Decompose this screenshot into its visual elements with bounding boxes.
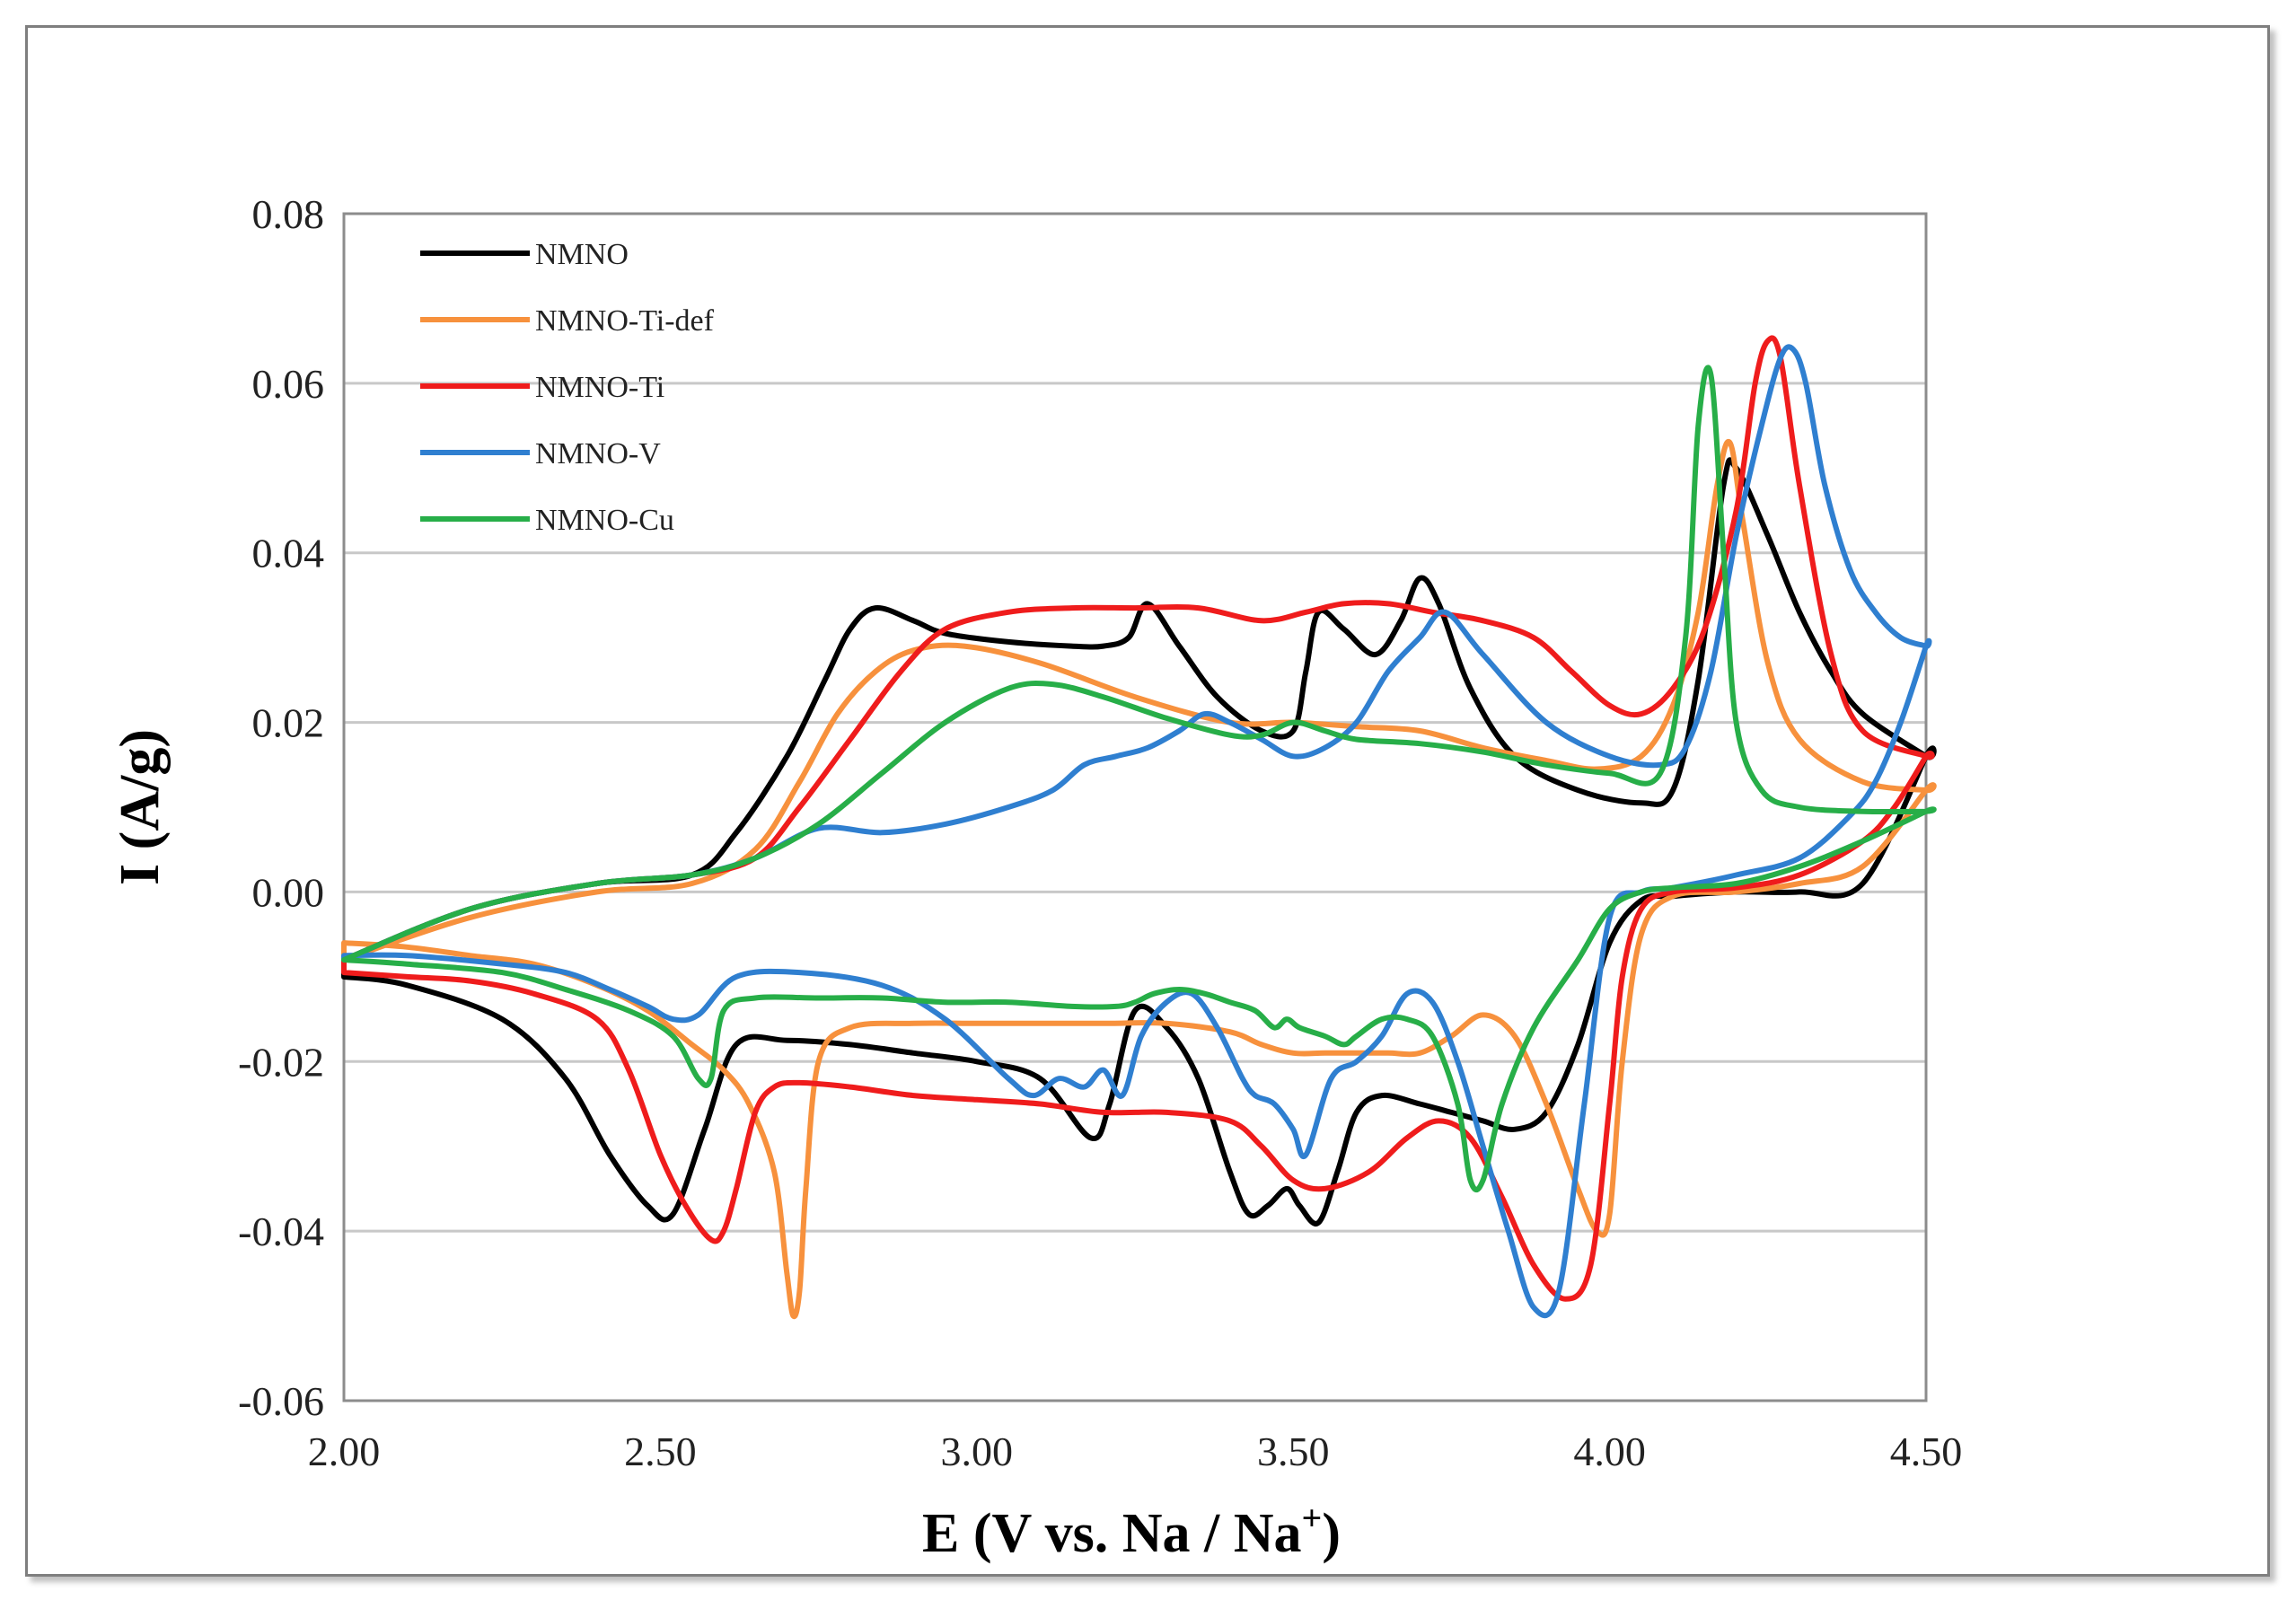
series-line-nmno-ti-def [341, 438, 1937, 1320]
x-tick-label: 2.50 [624, 1429, 697, 1474]
y-tick-label: -0.06 [238, 1378, 324, 1424]
y-tick-labels: -0.06 -0.04 -0.02 0.00 0.02 0.04 0.06 0.08 [238, 191, 324, 1424]
y-tick-label: 0.08 [252, 191, 325, 237]
x-tick-label: 4.00 [1573, 1429, 1646, 1474]
series-line-nmno-v [341, 344, 1932, 1319]
y-axis-title: I (A/g) [110, 729, 171, 885]
series-layer [341, 335, 1937, 1320]
y-tick-label: -0.04 [238, 1209, 324, 1254]
x-tick-label: 2.00 [308, 1429, 381, 1474]
x-tick-label: 4.50 [1890, 1429, 1963, 1474]
legend-label-nmno-v: NMNO-V [535, 437, 661, 470]
plot-area [342, 212, 1928, 1402]
legend-label-nmno-ti: NMNO-Ti [535, 371, 664, 404]
series-line-nmno [341, 457, 1937, 1226]
x-tick-label: 3.00 [941, 1429, 1014, 1474]
legend: NMNO NMNO-Ti-def NMNO-Ti NMNO-V NMNO-Cu [420, 238, 715, 537]
x-tick-labels: 2.00 2.50 3.00 3.50 4.00 4.50 [308, 1429, 1963, 1474]
x-axis-title: E (V vs. Na / Na+) [922, 1498, 1341, 1564]
series-line-nmno-ti [341, 335, 1935, 1302]
y-tick-label: 0.04 [252, 531, 325, 576]
legend-label-nmno: NMNO [535, 238, 629, 271]
x-tick-label: 3.50 [1257, 1429, 1330, 1474]
legend-label-nmno-ti-def: NMNO-Ti-def [535, 304, 715, 338]
series-line-nmno-cu [341, 365, 1937, 1193]
y-tick-label: -0.02 [238, 1039, 324, 1085]
y-tick-label: 0.06 [252, 361, 325, 407]
y-tick-label: 0.02 [252, 700, 325, 746]
y-tick-label: 0.00 [252, 869, 325, 915]
legend-label-nmno-cu: NMNO-Cu [535, 504, 674, 537]
